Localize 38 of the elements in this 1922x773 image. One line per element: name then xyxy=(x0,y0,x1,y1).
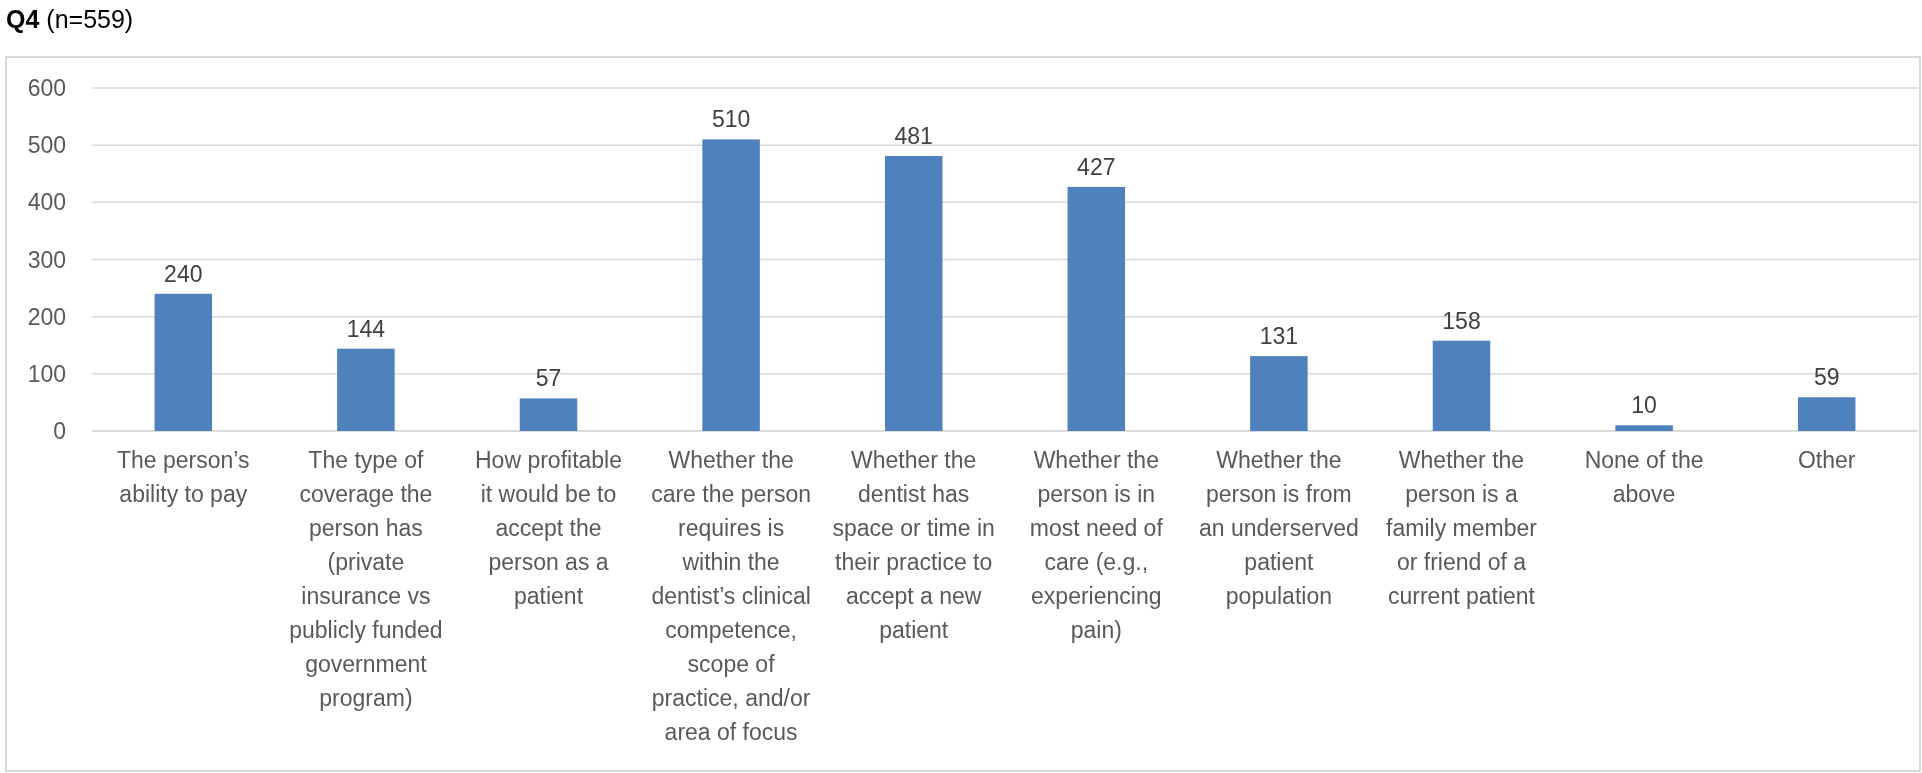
bar xyxy=(1067,186,1126,431)
data-label: 510 xyxy=(711,106,751,133)
bar xyxy=(154,293,213,431)
bar xyxy=(337,348,395,431)
x-tick-label: Whether the person is a family member or friend of a current patient xyxy=(1386,447,1538,609)
bar xyxy=(519,398,578,431)
y-tick-label: 500 xyxy=(27,132,66,159)
x-tick-label: Other xyxy=(1797,447,1856,473)
data-label: 427 xyxy=(1077,153,1116,180)
y-tick-label: 400 xyxy=(27,189,66,216)
data-label: 481 xyxy=(894,123,933,150)
data-label: 131 xyxy=(1259,323,1299,350)
data-label: 158 xyxy=(1442,307,1481,334)
y-tick-label: 600 xyxy=(27,75,66,102)
y-tick-label: 100 xyxy=(27,360,66,387)
x-tick-label: How profitable it would be to accept the person as a patient xyxy=(474,447,623,609)
category-label: Whether the care the person requires is within the dentist’s clinical competence, scope of practice, and/or area of focus xyxy=(651,447,812,745)
x-tick-label: The person’s ability to pay xyxy=(117,447,250,507)
bar xyxy=(1250,356,1308,431)
x-tick-label: Whether the person is from an underserved patient population xyxy=(1198,447,1359,609)
x-tick-label: Whether the person is in most need of care (e.g., experiencing pain) xyxy=(1029,447,1164,643)
y-tick-label: 200 xyxy=(27,303,66,330)
bar xyxy=(1797,397,1856,431)
data-label: 10 xyxy=(1631,392,1657,419)
x-tick-label: Whether the dentist has space or time in their practice to accept a new patient xyxy=(832,447,995,643)
chart-title: Q4 (n=559) xyxy=(6,5,134,33)
bar xyxy=(1615,425,1673,431)
data-label: 59 xyxy=(1813,364,1840,391)
data-label: 240 xyxy=(164,260,203,287)
bar xyxy=(702,139,760,431)
y-tick-label: 300 xyxy=(27,246,66,273)
x-tick-label: None of the above xyxy=(1584,447,1704,507)
bar xyxy=(884,156,943,431)
data-label: 144 xyxy=(346,315,386,342)
x-tick-label: The type of coverage the person has (private insurance vs publicly funded government program) xyxy=(289,447,443,711)
data-label: 57 xyxy=(535,365,562,392)
y-tick-label: 0 xyxy=(53,418,66,445)
bar xyxy=(1432,340,1491,431)
